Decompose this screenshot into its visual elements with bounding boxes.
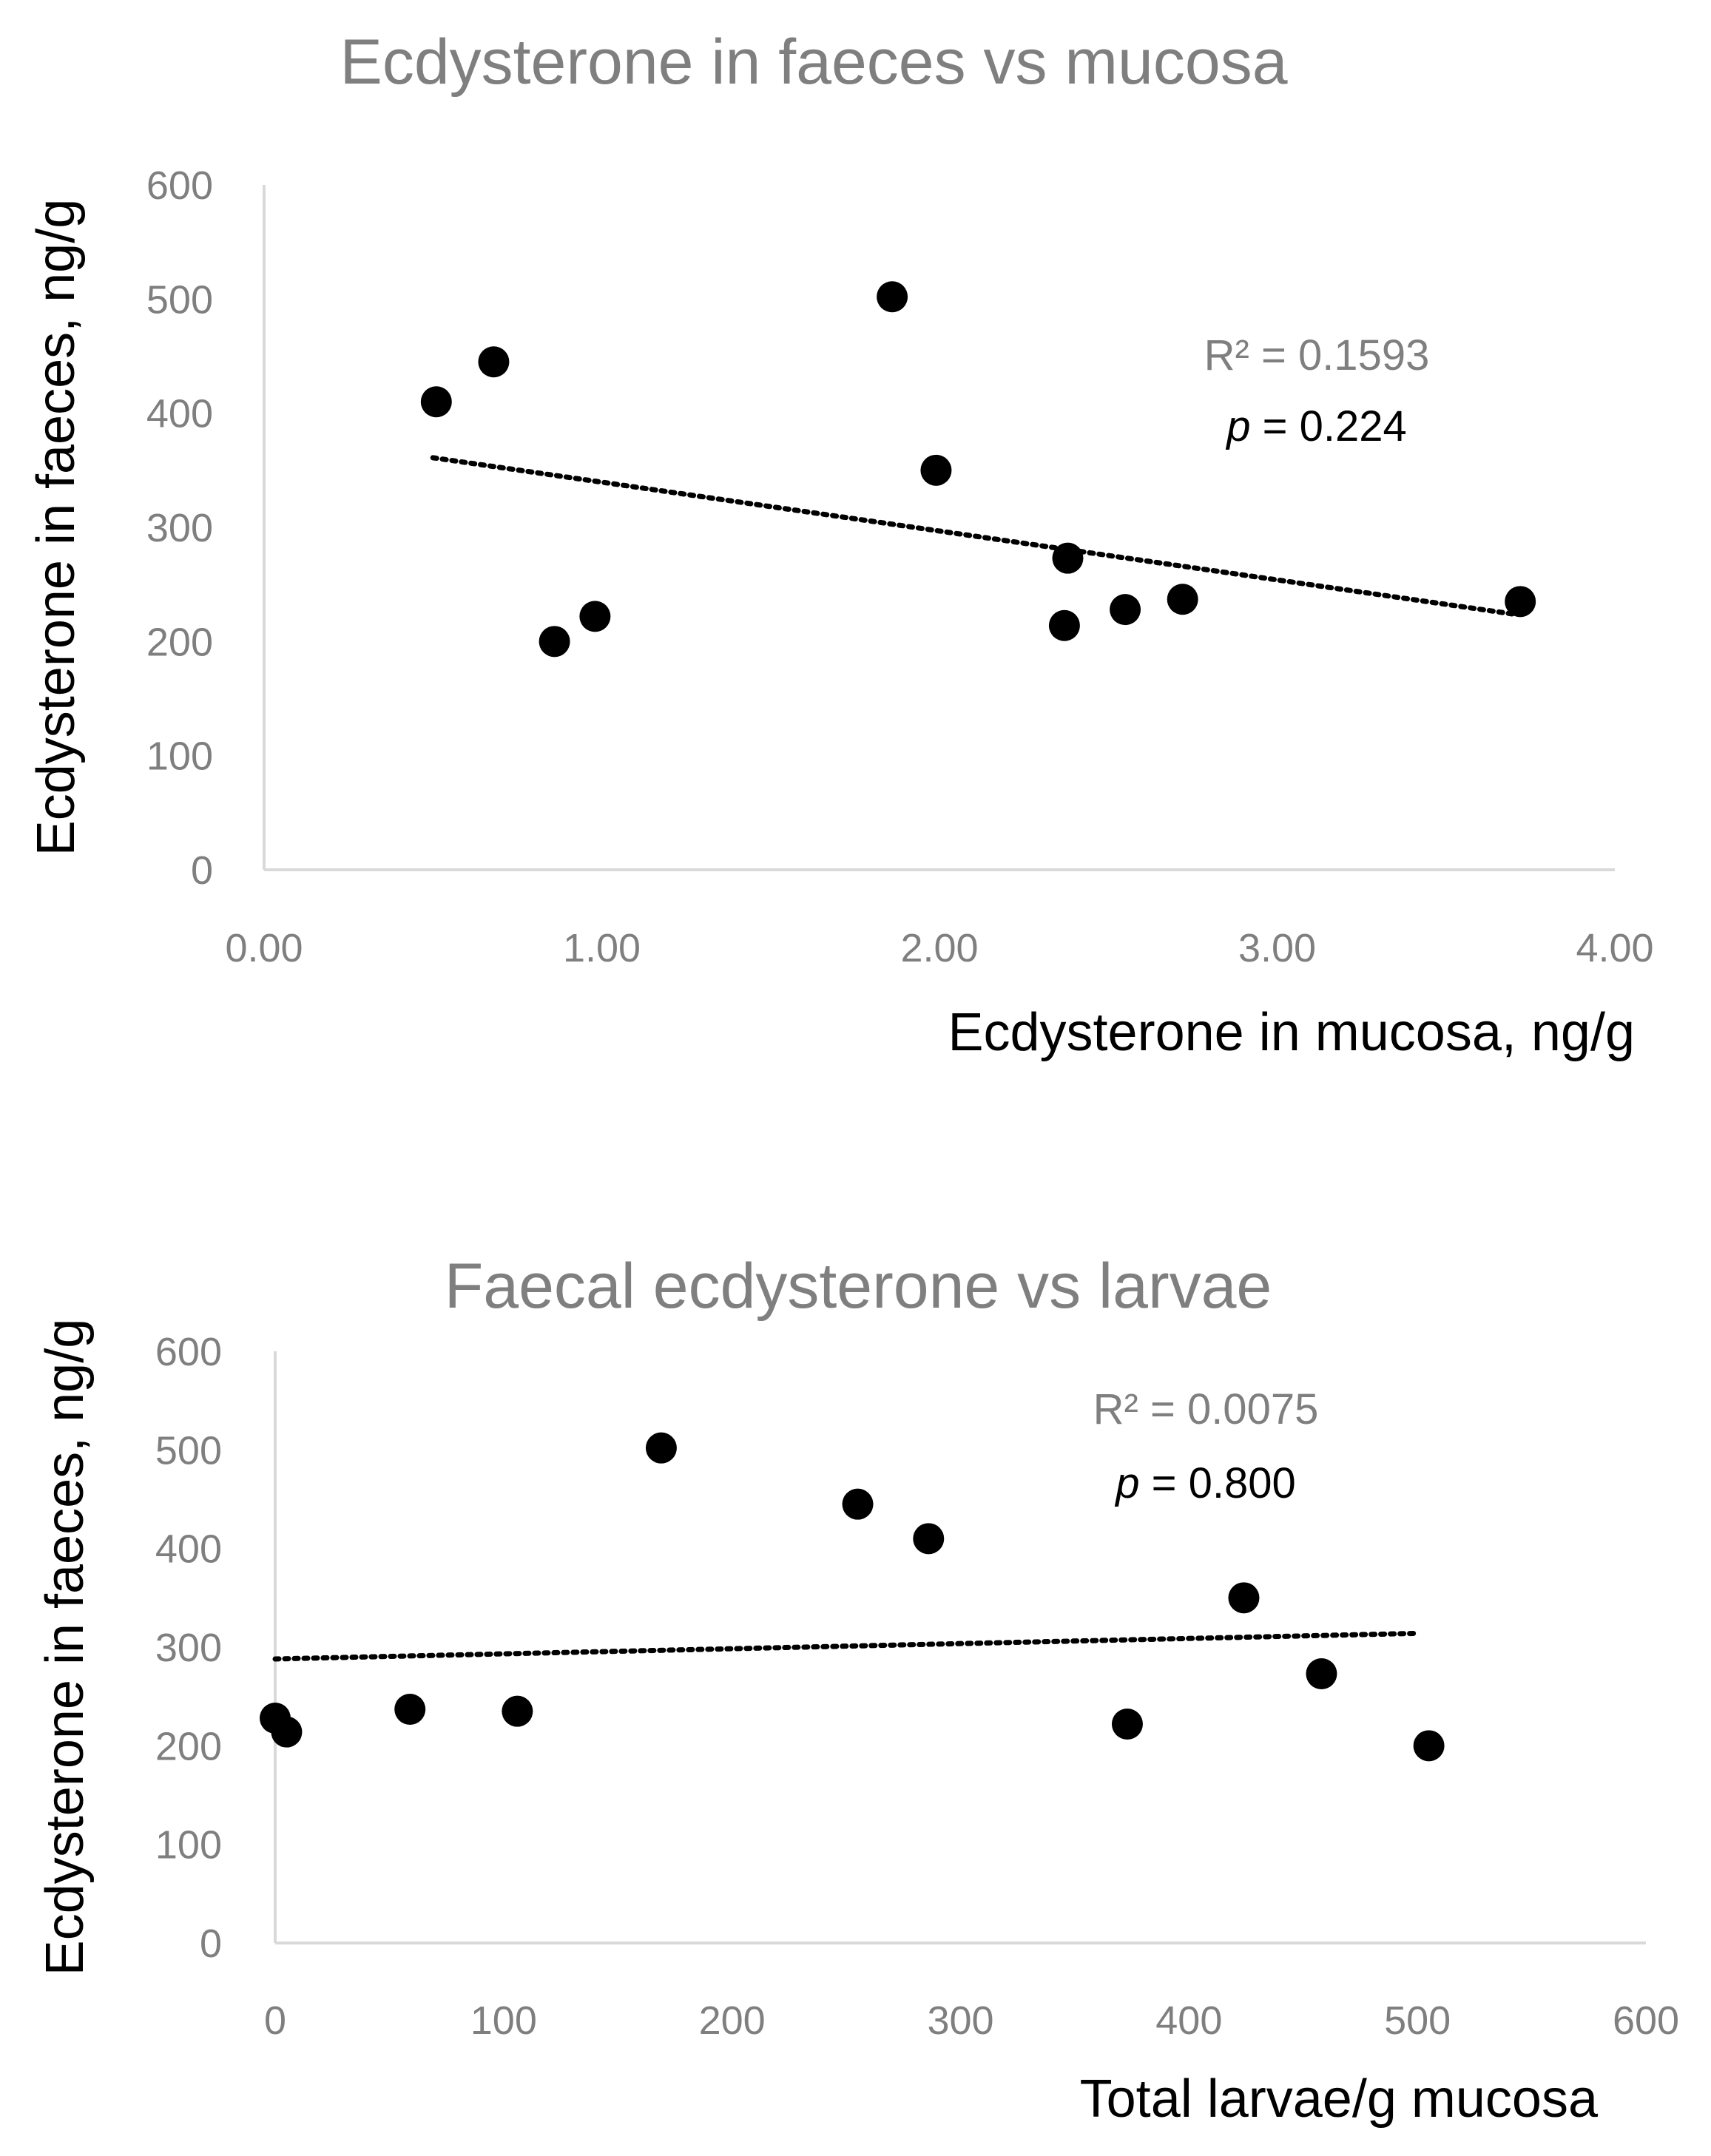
x-tick-label: 200 xyxy=(699,1998,766,2043)
p-symbol: p xyxy=(1225,402,1250,450)
r-squared-label: R² = 0.1593 xyxy=(1204,331,1430,379)
x-tick-label: 400 xyxy=(1155,1998,1222,2043)
data-point xyxy=(1052,542,1084,574)
data-point xyxy=(478,346,510,378)
y-tick-label: 300 xyxy=(155,1626,222,1670)
r-squared-label: R² = 0.0075 xyxy=(1093,1385,1319,1433)
x-axis-label: Ecdysterone in mucosa, ng/g xyxy=(948,1003,1635,1062)
x-tick-label: 100 xyxy=(470,1998,537,2043)
x-tick-label: 1.00 xyxy=(563,926,641,970)
chart-title: Ecdysterone in faeces vs mucosa xyxy=(340,27,1287,98)
data-point xyxy=(1111,1709,1143,1740)
data-point xyxy=(1413,1730,1445,1762)
chart-faeces-vs-mucosa: Ecdysterone in faeces vs mucosa 0 100 200 30… xyxy=(27,27,1654,1062)
p-value: = 0.224 xyxy=(1251,402,1407,450)
data-point xyxy=(877,281,908,313)
x-tick-label: 3.00 xyxy=(1238,926,1316,970)
x-tick-label: 0.00 xyxy=(225,926,303,970)
data-point xyxy=(539,626,570,658)
y-tick-label: 500 xyxy=(146,277,213,322)
y-axis-label: Ecdysterone in faeces, ng/g xyxy=(27,199,86,856)
y-tick-label: 100 xyxy=(146,734,213,779)
data-point xyxy=(420,386,452,418)
data-point xyxy=(645,1432,677,1464)
x-axis-label: Total larvae/g mucosa xyxy=(1080,2069,1599,2129)
y-tick-label: 400 xyxy=(155,1527,222,1572)
x-tick-label: 300 xyxy=(927,1998,993,2043)
chart-title: Faecal ecdysterone vs larvae xyxy=(445,1251,1272,1322)
x-tick-label: 0 xyxy=(264,1998,286,2043)
y-axis-label: Ecdysterone in faeces, ng/g xyxy=(36,1319,95,1976)
y-tick-label: 0 xyxy=(191,848,213,893)
chart-faecal-vs-larvae: Faecal ecdysterone vs larvae 0 100 200 300 40… xyxy=(36,1251,1679,2129)
y-tick-label: 400 xyxy=(146,392,213,436)
x-tick-label: 500 xyxy=(1384,1998,1451,2043)
data-point xyxy=(920,454,952,486)
p-value-label: p = 0.800 xyxy=(1114,1459,1296,1507)
trendline xyxy=(272,1630,1420,1662)
data-point xyxy=(1110,594,1141,626)
data-point xyxy=(1167,584,1198,615)
y-tick-label: 300 xyxy=(146,506,213,550)
data-point xyxy=(1048,609,1080,641)
x-tick-label: 4.00 xyxy=(1576,926,1653,970)
y-tick-label: 200 xyxy=(155,1724,222,1768)
p-symbol: p xyxy=(1114,1459,1139,1507)
data-point xyxy=(1505,586,1536,618)
y-tick-label: 600 xyxy=(146,163,213,208)
data-point xyxy=(271,1716,303,1748)
data-point xyxy=(1306,1658,1337,1689)
p-value: = 0.800 xyxy=(1140,1459,1296,1507)
x-tick-label: 2.00 xyxy=(900,926,978,970)
data-point xyxy=(394,1694,426,1725)
data-point xyxy=(913,1523,945,1555)
data-point xyxy=(502,1695,533,1727)
y-tick-label: 200 xyxy=(146,620,213,664)
y-tick-label: 500 xyxy=(155,1428,222,1473)
trendline xyxy=(430,455,1516,617)
data-point xyxy=(842,1488,874,1520)
y-tick-label: 600 xyxy=(155,1330,222,1374)
x-tick-label: 600 xyxy=(1613,1998,1679,2043)
y-tick-label: 0 xyxy=(200,1922,222,1966)
y-tick-label: 100 xyxy=(155,1823,222,1868)
p-value-label: p = 0.224 xyxy=(1225,402,1407,450)
data-point xyxy=(579,601,611,632)
data-point xyxy=(1228,1582,1260,1614)
